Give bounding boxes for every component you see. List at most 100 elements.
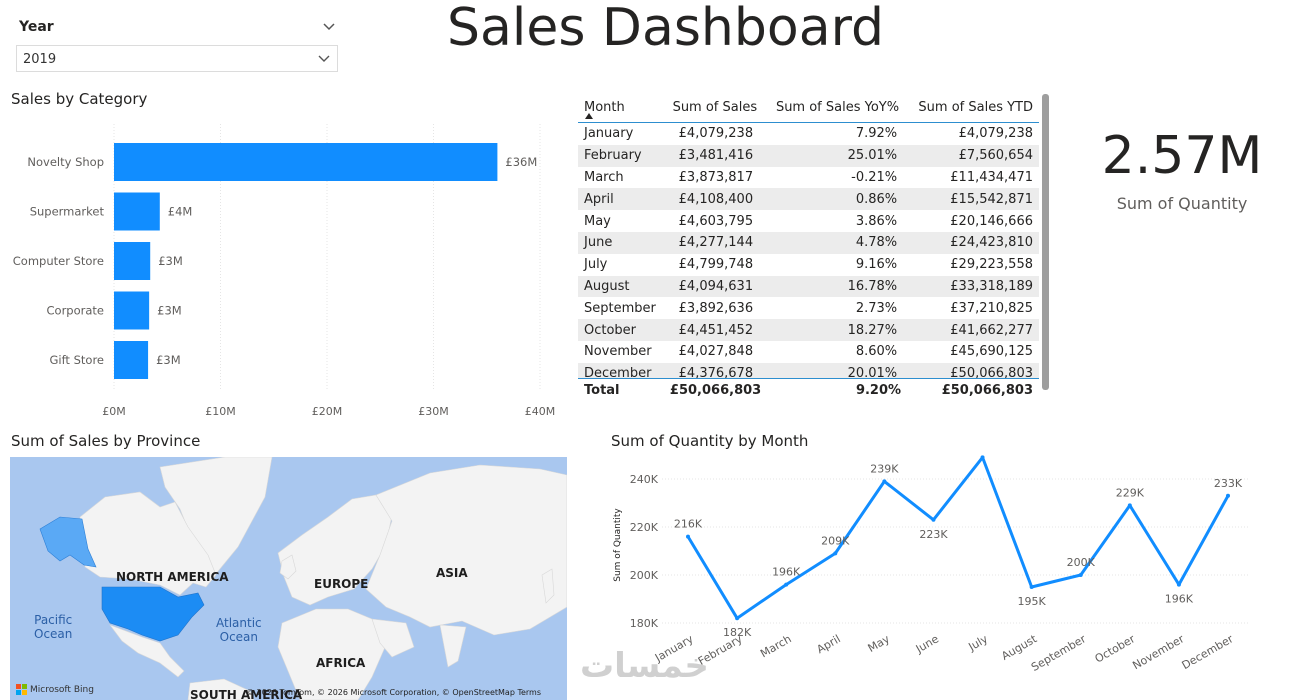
- sales-by-category-chart[interactable]: £0M £10M £20M £30M £40M Novelty Shop £36M Super…: [0, 112, 570, 427]
- table-row[interactable]: June £4,277,144 4.78% £24,423,810: [578, 231, 1039, 254]
- cell-month: November: [584, 344, 652, 360]
- x-tick-label: £0M: [102, 405, 126, 418]
- line-chart-title: Sum of Quantity by Month: [611, 432, 809, 450]
- cell-ytd: £37,210,825: [950, 300, 1033, 316]
- data-point[interactable]: [882, 479, 887, 484]
- year-slicer-title: Year: [19, 19, 54, 35]
- cell-yoy: 16.78%: [759, 275, 904, 298]
- table-row[interactable]: February £3,481,416 25.01% £7,560,654: [578, 144, 1039, 167]
- x-tick-label: July: [966, 632, 991, 654]
- bar[interactable]: [114, 341, 149, 379]
- table-scrollbar[interactable]: [1042, 94, 1049, 390]
- chevron-down-icon[interactable]: [320, 18, 338, 36]
- data-point[interactable]: [1029, 585, 1034, 589]
- data-point[interactable]: [1078, 573, 1083, 577]
- x-tick-label: November: [1130, 632, 1186, 672]
- cell-ytd: £20,146,666: [950, 213, 1033, 229]
- table-row[interactable]: November £4,027,848 8.60% £45,690,125: [578, 341, 1039, 363]
- y-tick-label: 240K: [630, 473, 659, 486]
- chevron-down-icon: [318, 55, 330, 62]
- category-label: Gift Store: [49, 353, 104, 367]
- table-row[interactable]: September £3,892,636 2.73% £37,210,825: [578, 297, 1039, 319]
- cell-sales: £4,451,452: [666, 319, 760, 341]
- watermark: خمسات: [580, 646, 709, 686]
- column-header-month[interactable]: Month: [578, 92, 666, 123]
- microsoft-logo-icon: [16, 684, 27, 695]
- cell-sales: £4,079,238: [678, 126, 754, 142]
- data-point[interactable]: [1127, 503, 1132, 508]
- category-label: Novelty Shop: [27, 155, 104, 169]
- cell-ytd: £45,690,125: [950, 344, 1033, 360]
- bar[interactable]: [114, 291, 150, 330]
- province-map[interactable]: NORTH AMERICA EUROPE ASIA AFRICA SOUTH A…: [10, 457, 567, 700]
- cell-sales: £3,873,817: [678, 169, 754, 185]
- data-point[interactable]: [980, 455, 985, 460]
- cell-sales: £4,277,144: [666, 231, 760, 254]
- table-row[interactable]: January £4,079,238 7.92% £4,079,238: [578, 123, 1039, 145]
- category-label: Corporate: [47, 304, 105, 318]
- category-label: Supermarket: [30, 205, 105, 219]
- map-title: Sum of Sales by Province: [11, 432, 201, 450]
- bar[interactable]: [114, 143, 498, 181]
- cell-sales: £4,108,400: [666, 188, 760, 211]
- x-tick-label: May: [866, 632, 893, 655]
- table-row[interactable]: October £4,451,452 18.27% £41,662,277: [578, 319, 1039, 341]
- data-point[interactable]: [784, 582, 789, 587]
- y-tick-label: 220K: [630, 521, 659, 534]
- data-label: 216K: [674, 518, 703, 531]
- table-row[interactable]: December £4,376,678 20.01% £50,066,803: [578, 362, 1039, 379]
- cell-yoy: 2.73%: [855, 300, 898, 316]
- column-header-sum-of-sales-ytd[interactable]: Sum of Sales YTD: [905, 92, 1039, 123]
- column-header-sum-of-sales-yoy[interactable]: Sum of Sales YoY%: [763, 92, 906, 123]
- x-tick-label: June: [913, 632, 941, 656]
- cell-ytd: £50,066,803: [903, 362, 1039, 379]
- total-sales: £50,066,803: [669, 382, 762, 398]
- data-point[interactable]: [833, 551, 838, 556]
- table-row[interactable]: July £4,799,748 9.16% £29,223,558: [578, 254, 1039, 276]
- cell-sales: £4,376,678: [666, 362, 760, 379]
- data-point[interactable]: [931, 517, 936, 522]
- x-tick-label: £20M: [312, 405, 343, 418]
- bar-chart-title: Sales by Category: [11, 90, 148, 108]
- cell-ytd: £4,079,238: [958, 126, 1033, 142]
- cell-ytd: £11,434,471: [950, 169, 1033, 185]
- table-row[interactable]: April £4,108,400 0.86% £15,542,871: [578, 188, 1039, 211]
- map-label-pacific-ocean: Pacific Ocean: [34, 613, 73, 641]
- data-point[interactable]: [1176, 582, 1181, 587]
- data-label: 229K: [1116, 486, 1145, 499]
- bar[interactable]: [114, 242, 151, 280]
- map-label-north-america: NORTH AMERICA: [116, 570, 229, 584]
- data-label: 233K: [1214, 477, 1243, 490]
- cell-yoy: 4.78%: [759, 231, 904, 254]
- x-tick-label: September: [1029, 632, 1089, 674]
- cell-yoy: 9.16%: [855, 257, 898, 273]
- bar[interactable]: [114, 192, 160, 231]
- cell-month: April: [578, 188, 667, 211]
- map-attribution[interactable]: © 2026 TomTom, © 2026 Microsoft Corporat…: [246, 688, 541, 697]
- quantity-card-value: 2.57M: [1101, 126, 1263, 186]
- table-total-row: Total £50,066,803 9.20% £50,066,803: [578, 379, 1039, 402]
- table-row[interactable]: August £4,094,631 16.78% £33,318,189: [578, 275, 1039, 298]
- cell-sales: £4,799,748: [678, 257, 754, 273]
- cell-month: January: [584, 126, 634, 142]
- page-title: Sales Dashboard: [447, 0, 885, 58]
- data-label: £3M: [156, 353, 181, 367]
- data-label: 196K: [772, 566, 801, 579]
- table-row[interactable]: May £4,603,795 3.86% £20,146,666: [578, 210, 1039, 232]
- year-dropdown[interactable]: 2019: [16, 45, 338, 72]
- data-point[interactable]: [735, 616, 740, 621]
- sales-table[interactable]: Month Sum of Sales Sum of Sales YoY% Sum…: [578, 92, 1048, 402]
- cell-ytd: £7,560,654: [903, 144, 1039, 167]
- year-dropdown-value: 2019: [23, 52, 57, 67]
- data-point[interactable]: [1226, 493, 1230, 498]
- cell-sales: £4,603,795: [678, 213, 754, 229]
- table-body[interactable]: January £4,079,238 7.92% £4,079,238 February…: [578, 123, 1048, 379]
- table-row[interactable]: March £3,873,817 -0.21% £11,434,471: [578, 167, 1039, 189]
- x-tick-label: April: [814, 632, 842, 656]
- column-header-sum-of-sales[interactable]: Sum of Sales: [665, 92, 764, 123]
- x-tick-label: August: [999, 632, 1039, 663]
- data-point[interactable]: [686, 534, 690, 539]
- x-tick-label: £10M: [205, 405, 236, 418]
- cell-yoy: 18.27%: [759, 319, 904, 341]
